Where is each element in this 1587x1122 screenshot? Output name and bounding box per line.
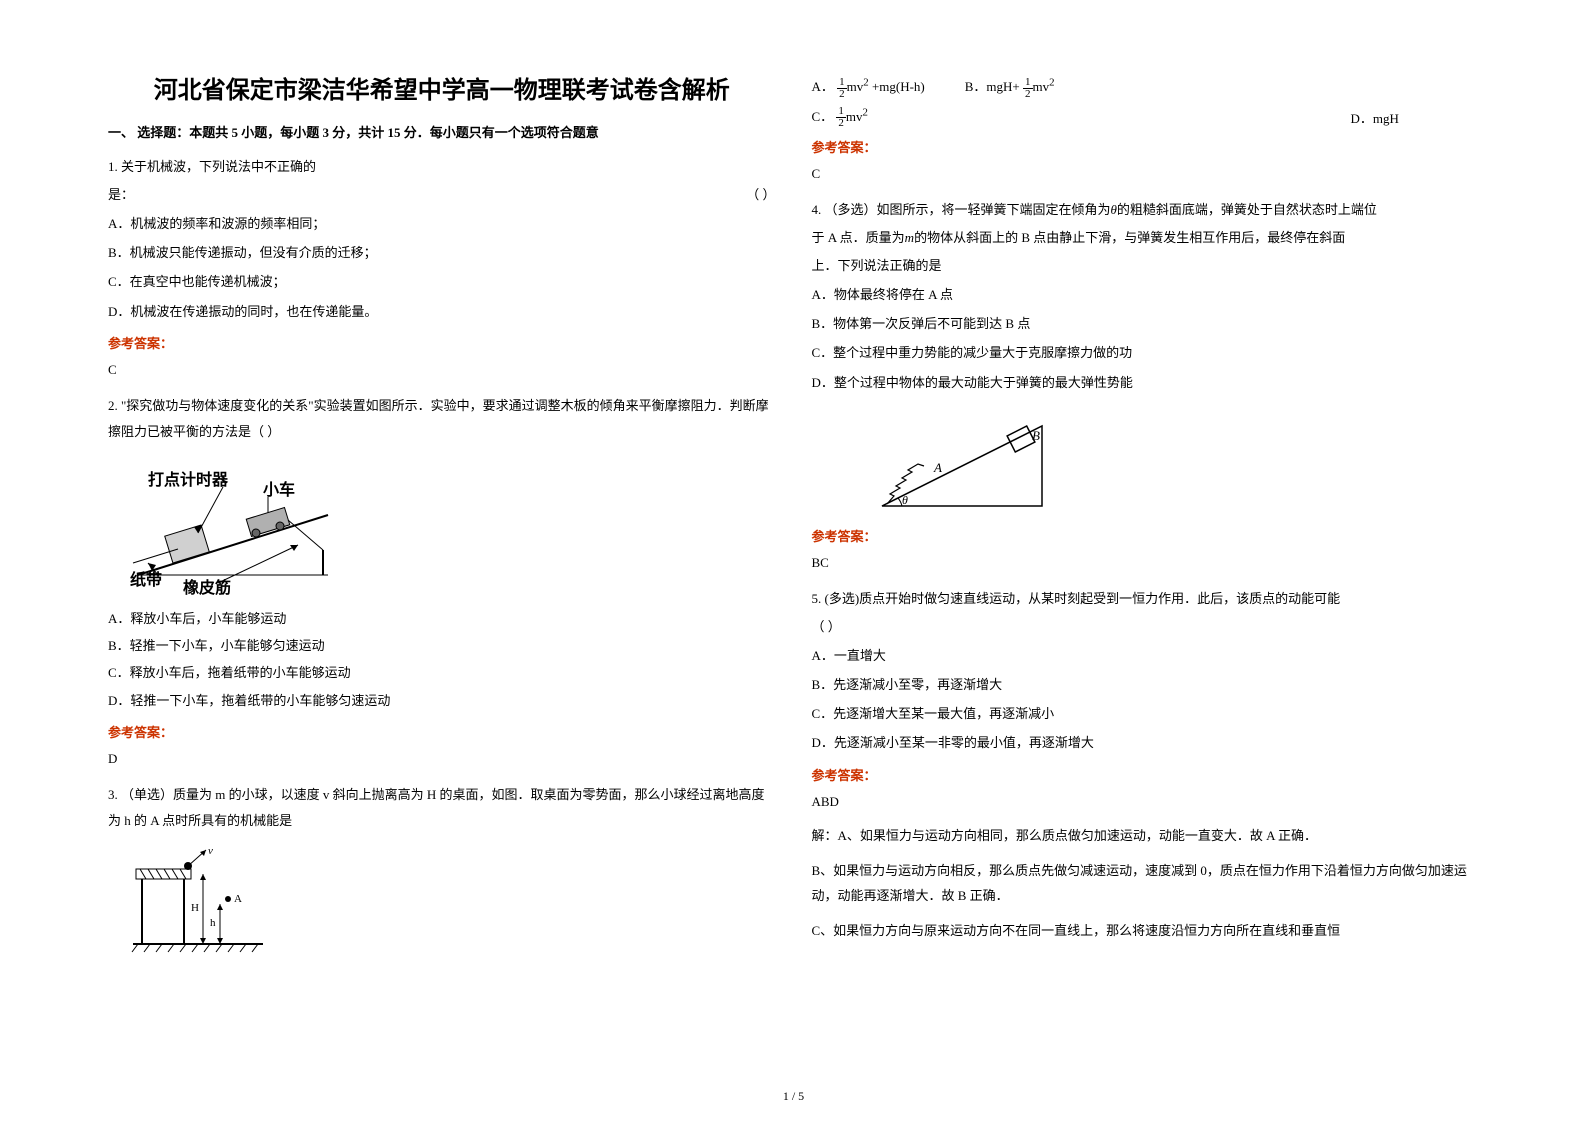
q5-stem: 5. (多选)质点开始时做匀速直线运动，从某时刻起受到一恒力作用．此后，该质点的… <box>812 586 1480 612</box>
q2-answer-label: 参考答案： <box>108 722 776 741</box>
left-column: 河北省保定市梁洁华希望中学高一物理联考试卷含解析 一、 选择题：本题共 5 小题… <box>90 70 794 1092</box>
q1-stem-row: 是： （ ） <box>108 182 776 208</box>
q4-line1: 4. （多选）如图所示，将一轻弹簧下端固定在倾角为θ的粗糙斜面底端，弹簧处于自然… <box>812 197 1480 223</box>
question-2: 2. "探究做功与物体速度变化的关系"实验装置如图所示．实验中，要求通过调整木板… <box>108 393 776 445</box>
q5-expl-1: 解：A、如果恒力与运动方向相同，那么质点做匀加速运动，动能一直变大．故 A 正确… <box>812 824 1480 849</box>
q3-svg: v A H h <box>128 844 268 954</box>
q1-stem-a: 1. 关于机械波，下列说法中不正确的 <box>108 154 776 180</box>
q5-opt-a: A．一直增大 <box>812 642 1480 669</box>
q2-answer: D <box>108 747 776 772</box>
q4-opt-b: B．物体第一次反弹后不可能到达 B 点 <box>812 310 1480 337</box>
q5-answer: ABD <box>812 790 1480 815</box>
q1-opt-b: B．机械波只能传递振动，但没有介质的迁移； <box>108 239 776 266</box>
q4-opt-a: A．物体最终将停在 A 点 <box>812 281 1480 308</box>
q1-stem-b: 是： <box>108 182 134 208</box>
q3-opt-a: A． 12mv2 +mg(H-h) <box>812 76 925 100</box>
q5-answer-label: 参考答案： <box>812 765 1480 784</box>
svg-text:小车: 小车 <box>263 480 295 499</box>
q1-opt-d: D．机械波在传递振动的同时，也在传递能量。 <box>108 298 776 325</box>
svg-text:A: A <box>234 893 242 905</box>
q4-svg: A B θ <box>872 406 1052 516</box>
q1-opt-c: C．在真空中也能传递机械波； <box>108 268 776 295</box>
q3-figure: v A H h <box>128 844 776 954</box>
question-1: 1. 关于机械波，下列说法中不正确的 是： （ ） A．机械波的频率和波源的频率… <box>108 154 776 325</box>
svg-text:A: A <box>933 460 942 475</box>
q2-opt-b: B．轻推一下小车，小车能够匀速运动 <box>108 632 776 659</box>
page-footer: 1 / 5 <box>0 1089 1587 1104</box>
q3-stem: 3. （单选）质量为 m 的小球，以速度 v 斜向上抛离高为 H 的桌面，如图．… <box>108 782 776 834</box>
q2-stem: 2. "探究做功与物体速度变化的关系"实验装置如图所示．实验中，要求通过调整木板… <box>108 393 776 445</box>
q3-answer-label: 参考答案： <box>812 137 1480 156</box>
svg-text:v: v <box>208 845 213 857</box>
q4-answer: BC <box>812 551 1480 576</box>
svg-text:h: h <box>210 917 216 929</box>
q1-answer: C <box>108 358 776 383</box>
q2-figure: 打点计时器 小车 纸带 橡皮筋 <box>128 455 776 595</box>
q2-svg: 打点计时器 小车 纸带 橡皮筋 <box>128 455 348 595</box>
q4-line2: 于 A 点．质量为m的物体从斜面上的 B 点由静止下滑，与弹簧发生相互作用后，最… <box>812 225 1480 251</box>
svg-text:B: B <box>1032 428 1040 443</box>
q1-answer-label: 参考答案： <box>108 333 776 352</box>
q2-opt-a: A．释放小车后，小车能够运动 <box>108 605 776 632</box>
q5-opt-c: C．先逐渐增大至某一最大值，再逐渐减小 <box>812 700 1480 727</box>
q1-blank: （ ） <box>746 182 775 208</box>
q5-opt-b: B．先逐渐减小至零，再逐渐增大 <box>812 671 1480 698</box>
q4-figure: A B θ <box>872 406 1480 516</box>
q5-expl-2: B、如果恒力与运动方向相反，那么质点先做匀减速运动，速度减到 0，质点在恒力作用… <box>812 859 1480 908</box>
question-5: 5. (多选)质点开始时做匀速直线运动，从某时刻起受到一恒力作用．此后，该质点的… <box>812 586 1480 757</box>
question-4: 4. （多选）如图所示，将一轻弹簧下端固定在倾角为θ的粗糙斜面底端，弹簧处于自然… <box>812 197 1480 396</box>
q3-opt-b: B．mgH+ 12mv2 <box>965 76 1055 100</box>
q5-expl-3: C、如果恒力方向与原来运动方向不在同一直线上，那么将速度沿恒力方向所在直线和垂直… <box>812 919 1480 944</box>
q3-opt-d: D．mgH <box>1351 108 1399 127</box>
svg-text:纸带: 纸带 <box>130 570 162 589</box>
q4-line3: 上．下列说法正确的是 <box>812 253 1480 279</box>
question-3: 3. （单选）质量为 m 的小球，以速度 v 斜向上抛离高为 H 的桌面，如图．… <box>108 782 776 834</box>
q2-opt-d: D．轻推一下小车，拖着纸带的小车能够匀速运动 <box>108 687 776 714</box>
q1-opt-a: A．机械波的频率和波源的频率相同； <box>108 210 776 237</box>
q3-opt-c: C． 12mv2 <box>812 106 868 130</box>
svg-text:打点计时器: 打点计时器 <box>148 470 229 489</box>
svg-text:H: H <box>191 902 199 914</box>
svg-text:θ: θ <box>902 493 908 507</box>
q5-opt-d: D．先逐渐减小至某一非零的最小值，再逐渐增大 <box>812 729 1480 756</box>
right-column: A． 12mv2 +mg(H-h) B．mgH+ 12mv2 C． 12mv2 … <box>794 70 1498 1092</box>
q4-answer-label: 参考答案： <box>812 526 1480 545</box>
section-1-header: 一、 选择题：本题共 5 小题，每小题 3 分，共计 15 分．每小题只有一个选… <box>108 123 776 144</box>
q4-opt-c: C．整个过程中重力势能的减少量大于克服摩擦力做的功 <box>812 339 1480 366</box>
q5-paren: （ ） <box>812 614 1480 640</box>
q2-opt-c: C．释放小车后，拖着纸带的小车能够运动 <box>108 659 776 686</box>
q3-opts-row1: A． 12mv2 +mg(H-h) B．mgH+ 12mv2 <box>812 76 1480 100</box>
q3-answer: C <box>812 162 1480 187</box>
exam-title: 河北省保定市梁洁华希望中学高一物理联考试卷含解析 <box>108 70 776 105</box>
q4-opt-d: D．整个过程中物体的最大动能大于弹簧的最大弹性势能 <box>812 369 1480 396</box>
q3-opts-row2: C． 12mv2 D．mgH <box>812 106 1399 130</box>
